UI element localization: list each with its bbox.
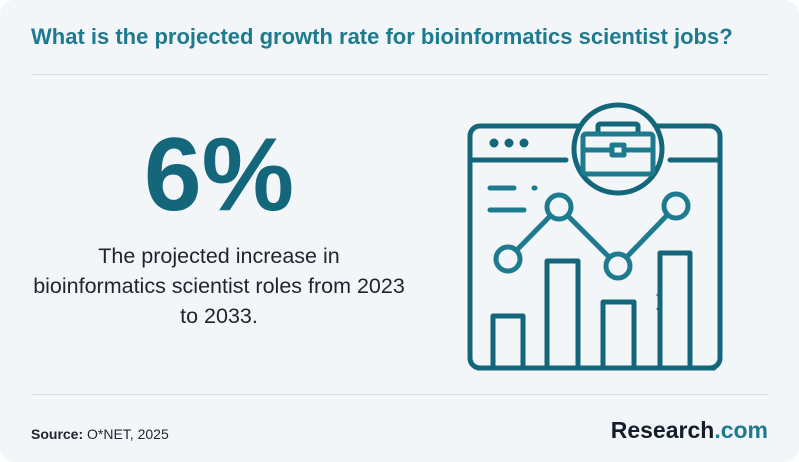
brand-name: Research [610,417,715,443]
brand-logo: Research.com [611,417,768,444]
browser-chart-briefcase-icon [467,102,723,371]
stat-description: The projected increase in bioinformatics… [33,244,405,328]
brand-tld: .com [714,417,768,443]
stat-value: 6% [143,117,295,233]
source-value: O*NET, 2025 [87,426,169,442]
bottom-divider [31,394,769,395]
top-divider [31,74,769,75]
page-title: What is the projected growth rate for bi… [31,24,733,49]
source-label: Source: [31,426,84,442]
source-note: Source: O*NET, 2025 [31,426,169,442]
